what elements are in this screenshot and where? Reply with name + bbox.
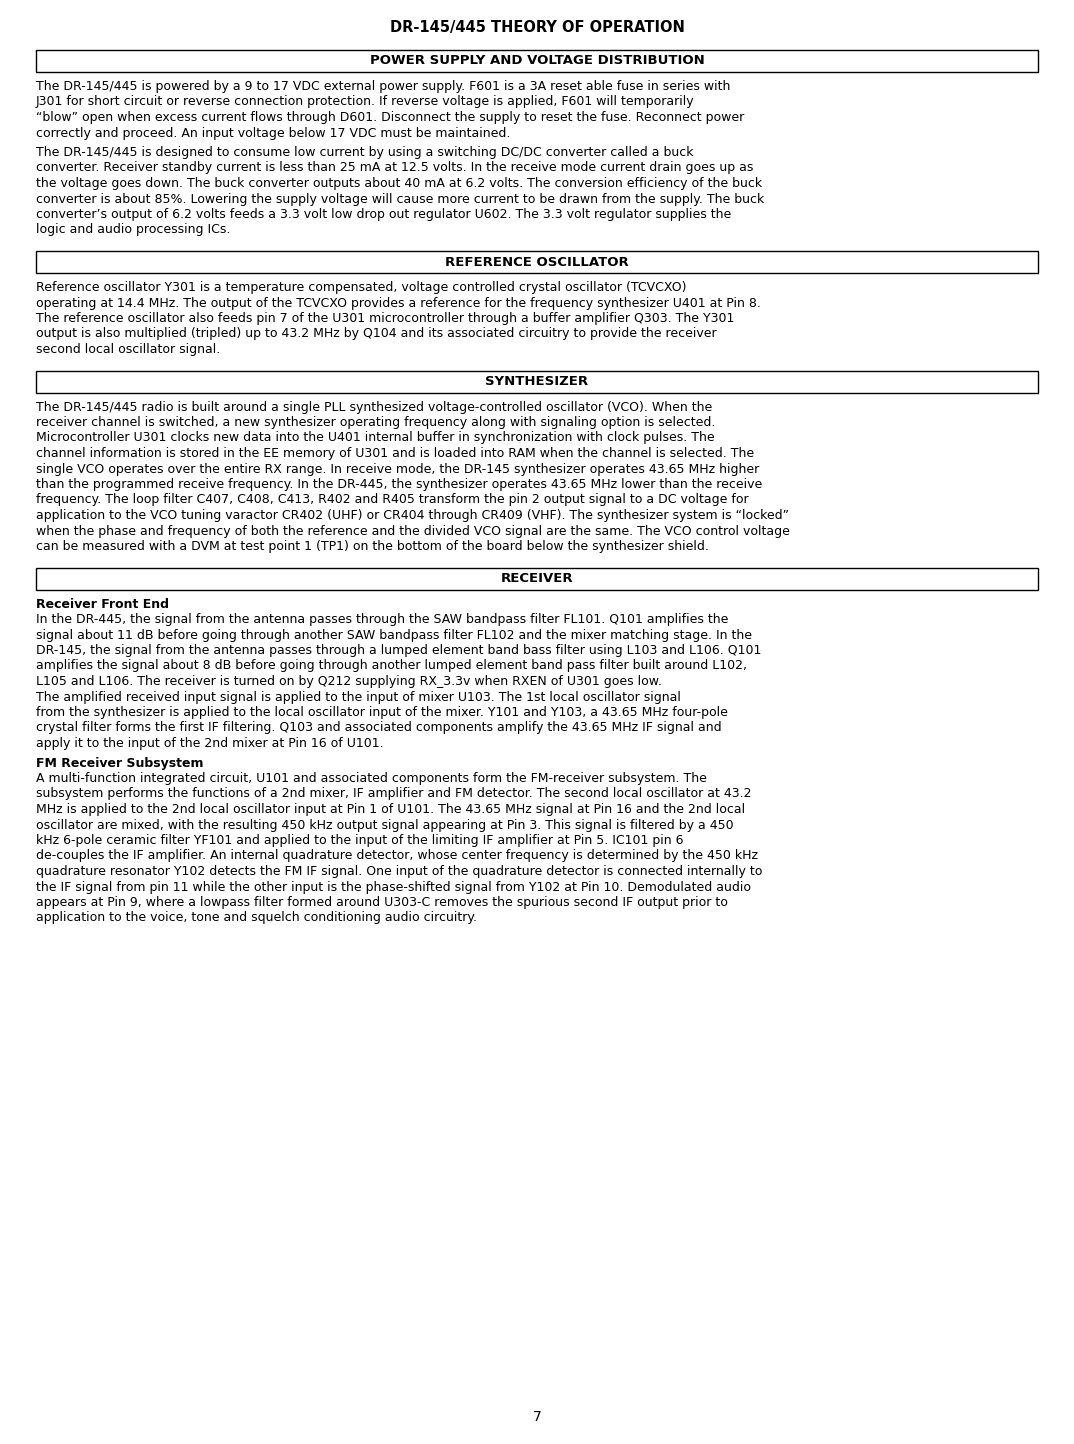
Text: converter. Receiver standby current is less than 25 mA at 12.5 volts. In the rec: converter. Receiver standby current is l… xyxy=(37,162,753,175)
Bar xyxy=(37,371,1037,393)
Text: converter is about 85%. Lowering the supply voltage will cause more current to b: converter is about 85%. Lowering the sup… xyxy=(37,192,765,205)
Text: crystal filter forms the first IF filtering. Q103 and associated components ampl: crystal filter forms the first IF filter… xyxy=(37,722,722,735)
Text: subsystem performs the functions of a 2nd mixer, IF amplifier and FM detector. T: subsystem performs the functions of a 2n… xyxy=(37,787,752,800)
Text: single VCO operates over the entire RX range. In receive mode, the DR-145 synthe: single VCO operates over the entire RX r… xyxy=(37,462,759,475)
Text: the voltage goes down. The buck converter outputs about 40 mA at 6.2 volts. The : the voltage goes down. The buck converte… xyxy=(37,178,763,191)
Text: RECEIVER: RECEIVER xyxy=(500,572,574,585)
Text: operating at 14.4 MHz. The output of the TCVCXO provides a reference for the fre: operating at 14.4 MHz. The output of the… xyxy=(37,296,760,309)
Text: J301 for short circuit or reverse connection protection. If reverse voltage is a: J301 for short circuit or reverse connec… xyxy=(37,95,695,108)
Text: than the programmed receive frequency. In the DR-445, the synthesizer operates 4: than the programmed receive frequency. I… xyxy=(37,478,763,491)
Text: Receiver Front End: Receiver Front End xyxy=(37,598,169,611)
Text: REFERENCE OSCILLATOR: REFERENCE OSCILLATOR xyxy=(445,256,629,269)
Text: Microcontroller U301 clocks new data into the U401 internal buffer in synchroniz: Microcontroller U301 clocks new data int… xyxy=(37,432,714,445)
Text: L105 and L106. The receiver is turned on by Q212 supplying RX_3.3v when RXEN of : L105 and L106. The receiver is turned on… xyxy=(37,674,662,687)
Text: The amplified received input signal is applied to the input of mixer U103. The 1: The amplified received input signal is a… xyxy=(37,690,681,703)
Text: from the synthesizer is applied to the local oscillator input of the mixer. Y101: from the synthesizer is applied to the l… xyxy=(37,706,728,719)
Text: signal about 11 dB before going through another SAW bandpass filter FL102 and th: signal about 11 dB before going through … xyxy=(37,628,752,641)
Bar xyxy=(37,567,1037,589)
Text: output is also multiplied (tripled) up to 43.2 MHz by Q104 and its associated ci: output is also multiplied (tripled) up t… xyxy=(37,328,716,341)
Text: the IF signal from pin 11 while the other input is the phase-shifted signal from: the IF signal from pin 11 while the othe… xyxy=(37,881,751,894)
Text: 7: 7 xyxy=(533,1409,541,1424)
Text: application to the VCO tuning varactor CR402 (UHF) or CR404 through CR409 (VHF).: application to the VCO tuning varactor C… xyxy=(37,508,789,521)
Bar xyxy=(37,251,1037,273)
Text: correctly and proceed. An input voltage below 17 VDC must be maintained.: correctly and proceed. An input voltage … xyxy=(37,127,510,140)
Text: logic and audio processing ICs.: logic and audio processing ICs. xyxy=(37,224,231,237)
Text: The DR-145/445 radio is built around a single PLL synthesized voltage-controlled: The DR-145/445 radio is built around a s… xyxy=(37,400,712,413)
Text: frequency. The loop filter C407, C408, C413, R402 and R405 transform the pin 2 o: frequency. The loop filter C407, C408, C… xyxy=(37,494,749,507)
Text: “blow” open when excess current flows through D601. Disconnect the supply to res: “blow” open when excess current flows th… xyxy=(37,111,744,124)
Bar xyxy=(37,51,1037,72)
Text: Reference oscillator Y301 is a temperature compensated, voltage controlled cryst: Reference oscillator Y301 is a temperatu… xyxy=(37,282,686,295)
Text: apply it to the input of the 2nd mixer at Pin 16 of U101.: apply it to the input of the 2nd mixer a… xyxy=(37,736,383,749)
Text: when the phase and frequency of both the reference and the divided VCO signal ar: when the phase and frequency of both the… xyxy=(37,524,789,537)
Text: SYNTHESIZER: SYNTHESIZER xyxy=(485,375,589,388)
Text: The reference oscillator also feeds pin 7 of the U301 microcontroller through a : The reference oscillator also feeds pin … xyxy=(37,312,735,325)
Text: A multi-function integrated circuit, U101 and associated components form the FM-: A multi-function integrated circuit, U10… xyxy=(37,773,707,786)
Text: MHz is applied to the 2nd local oscillator input at Pin 1 of U101. The 43.65 MHz: MHz is applied to the 2nd local oscillat… xyxy=(37,803,745,816)
Text: DR-145, the signal from the antenna passes through a lumped element band bass fi: DR-145, the signal from the antenna pass… xyxy=(37,644,761,657)
Text: kHz 6-pole ceramic filter YF101 and applied to the input of the limiting IF ampl: kHz 6-pole ceramic filter YF101 and appl… xyxy=(37,835,683,848)
Text: FM Receiver Subsystem: FM Receiver Subsystem xyxy=(37,757,203,770)
Text: The DR-145/445 is designed to consume low current by using a switching DC/DC con: The DR-145/445 is designed to consume lo… xyxy=(37,146,694,159)
Text: application to the voice, tone and squelch conditioning audio circuitry.: application to the voice, tone and squel… xyxy=(37,911,477,924)
Text: de-couples the IF amplifier. An internal quadrature detector, whose center frequ: de-couples the IF amplifier. An internal… xyxy=(37,849,758,862)
Text: converter’s output of 6.2 volts feeds a 3.3 volt low drop out regulator U602. Th: converter’s output of 6.2 volts feeds a … xyxy=(37,208,731,221)
Text: second local oscillator signal.: second local oscillator signal. xyxy=(37,344,220,357)
Text: In the DR-445, the signal from the antenna passes through the SAW bandpass filte: In the DR-445, the signal from the anten… xyxy=(37,614,728,627)
Text: DR-145/445 THEORY OF OPERATION: DR-145/445 THEORY OF OPERATION xyxy=(390,20,684,35)
Text: channel information is stored in the EE memory of U301 and is loaded into RAM wh: channel information is stored in the EE … xyxy=(37,448,754,461)
Text: amplifies the signal about 8 dB before going through another lumped element band: amplifies the signal about 8 dB before g… xyxy=(37,660,748,673)
Text: POWER SUPPLY AND VOLTAGE DISTRIBUTION: POWER SUPPLY AND VOLTAGE DISTRIBUTION xyxy=(369,55,705,68)
Text: appears at Pin 9, where a lowpass filter formed around U303-C removes the spurio: appears at Pin 9, where a lowpass filter… xyxy=(37,895,728,910)
Text: can be measured with a DVM at test point 1 (TP1) on the bottom of the board belo: can be measured with a DVM at test point… xyxy=(37,540,709,553)
Text: oscillator are mixed, with the resulting 450 kHz output signal appearing at Pin : oscillator are mixed, with the resulting… xyxy=(37,819,734,832)
Text: receiver channel is switched, a new synthesizer operating frequency along with s: receiver channel is switched, a new synt… xyxy=(37,416,715,429)
Text: The DR-145/445 is powered by a 9 to 17 VDC external power supply. F601 is a 3A r: The DR-145/445 is powered by a 9 to 17 V… xyxy=(37,79,730,92)
Text: quadrature resonator Y102 detects the FM IF signal. One input of the quadrature : quadrature resonator Y102 detects the FM… xyxy=(37,865,763,878)
